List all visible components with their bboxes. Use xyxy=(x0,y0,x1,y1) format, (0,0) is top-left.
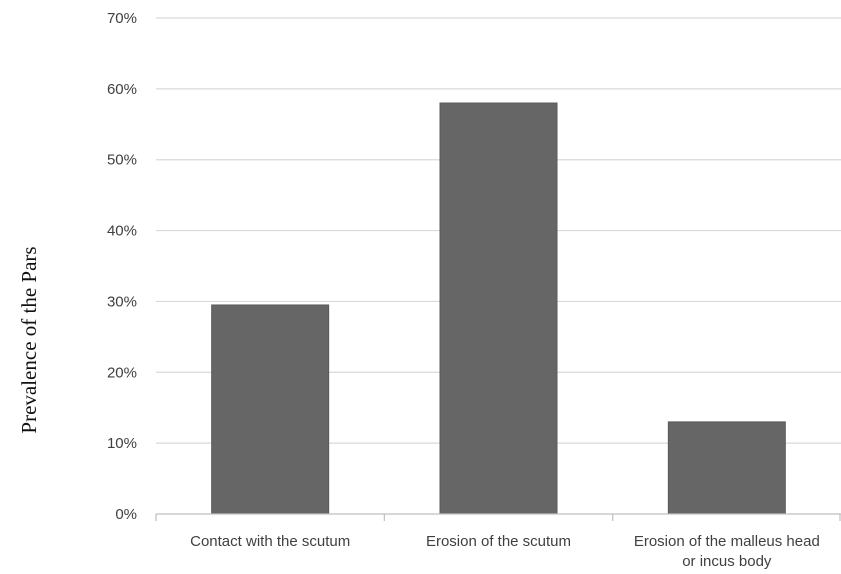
bar xyxy=(668,422,785,514)
y-tick-label: 60% xyxy=(107,81,137,98)
y-tick-label: 30% xyxy=(107,293,137,310)
y-tick-label: 70% xyxy=(107,10,137,27)
y-tick-label: 40% xyxy=(107,223,137,240)
bar xyxy=(212,305,329,514)
y-tick-label: 20% xyxy=(107,364,137,381)
x-category-label: Erosion of the malleus head xyxy=(634,533,820,550)
x-category-labels: Contact with the scutum Erosion of the sc… xyxy=(190,533,820,570)
x-category-label: or incus body xyxy=(682,553,772,570)
y-tick-label: 10% xyxy=(107,435,137,452)
y-axis-label: Prevalence of the Pars xyxy=(17,246,41,433)
x-axis xyxy=(156,514,841,521)
bar xyxy=(440,103,557,514)
x-category-label: Contact with the scutum xyxy=(190,533,350,550)
y-tick-label: 0% xyxy=(115,506,137,523)
y-tick-labels: 0% 10% 20% 30% 40% 50% 60% 70% xyxy=(107,10,137,523)
bars xyxy=(212,103,786,514)
x-category-label: Erosion of the scutum xyxy=(426,533,571,550)
y-tick-label: 50% xyxy=(107,152,137,169)
